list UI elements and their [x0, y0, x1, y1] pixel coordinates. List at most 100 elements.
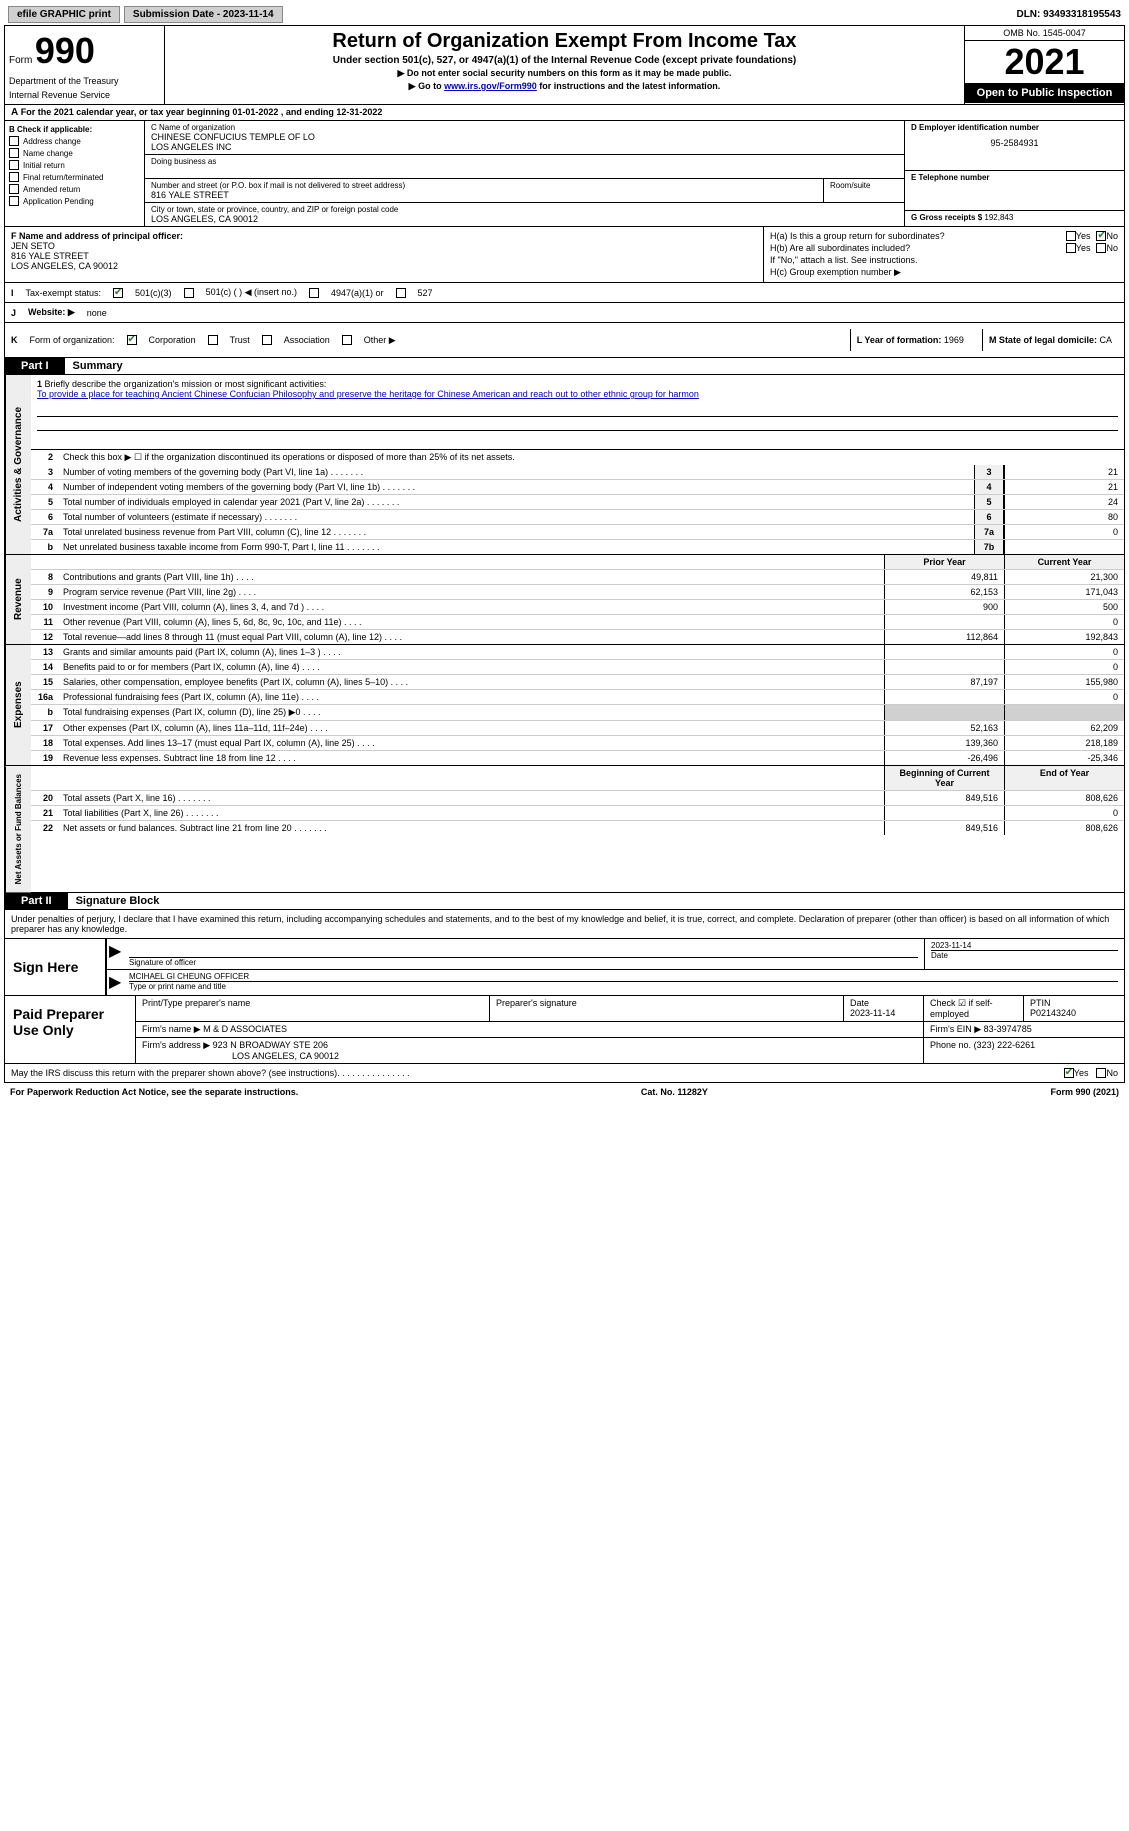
submission-date-button[interactable]: Submission Date - 2023-11-14 — [124, 6, 283, 23]
corp-check[interactable] — [127, 335, 137, 345]
city-label: City or town, state or province, country… — [151, 205, 898, 214]
prior-val — [884, 660, 1004, 674]
prior-val: 87,197 — [884, 675, 1004, 689]
501c-check[interactable] — [184, 288, 194, 298]
street-val: 816 YALE STREET — [151, 190, 817, 200]
b-check[interactable] — [9, 148, 19, 158]
room-label: Room/suite — [830, 181, 898, 190]
summary-val: 24 — [1004, 495, 1124, 509]
prior-val: -26,496 — [884, 751, 1004, 765]
b-check[interactable] — [9, 196, 19, 206]
city-val: LOS ANGELES, CA 90012 — [151, 214, 898, 224]
4947-check[interactable] — [309, 288, 319, 298]
irs-link[interactable]: www.irs.gov/Form990 — [444, 81, 537, 91]
state-domicile: CA — [1099, 335, 1112, 345]
sig-officer-label: Signature of officer — [129, 957, 918, 967]
g-val: 192,843 — [984, 213, 1013, 222]
section-b: B Check if applicable: Address changeNam… — [4, 121, 1125, 227]
527-check[interactable] — [396, 288, 406, 298]
curr-val: 192,843 — [1004, 630, 1124, 644]
inspection-label: Open to Public Inspection — [965, 83, 1124, 103]
trust-check[interactable] — [208, 335, 218, 345]
preparer-block: Paid Preparer Use Only Print/Type prepar… — [4, 996, 1125, 1064]
prep-name-label: Print/Type preparer's name — [142, 998, 483, 1008]
curr-val: 171,043 — [1004, 585, 1124, 599]
d-val: 95-2584931 — [911, 138, 1118, 148]
sig-date-val: 2023-11-14 — [931, 941, 1118, 950]
revenue-side: Revenue — [5, 555, 31, 644]
firm-label: Firm's name ▶ — [142, 1024, 201, 1034]
firm-addr1: 923 N BROADWAY STE 206 — [213, 1040, 328, 1050]
form-number: 990 — [35, 30, 95, 71]
curr-val: 808,626 — [1004, 821, 1124, 835]
end-year-hdr: End of Year — [1004, 766, 1124, 790]
omb-number: OMB No. 1545-0047 — [965, 26, 1124, 41]
revenue-section: Revenue Prior Year Current Year 8Contrib… — [4, 555, 1125, 645]
summary-val: 80 — [1004, 510, 1124, 524]
form-note1: ▶ Do not enter social security numbers o… — [173, 68, 956, 79]
sign-block: Sign Here ▶ Signature of officer 2023-11… — [4, 939, 1125, 996]
website-val: none — [87, 308, 107, 318]
ein-label: Firm's EIN ▶ — [930, 1024, 981, 1034]
ha-yes-check[interactable] — [1066, 231, 1076, 241]
discuss-no-check[interactable] — [1096, 1068, 1106, 1078]
prior-val: 849,516 — [884, 821, 1004, 835]
assoc-check[interactable] — [262, 335, 272, 345]
sig-name: MCIHAEL GI CHEUNG OFFICER — [129, 972, 1118, 981]
mission-text: To provide a place for teaching Ancient … — [37, 389, 699, 399]
b-check[interactable] — [9, 136, 19, 146]
beg-year-hdr: Beginning of Current Year — [884, 766, 1004, 790]
curr-val: 0 — [1004, 660, 1124, 674]
ha-no-check[interactable] — [1096, 231, 1106, 241]
prep-sig-label: Preparer's signature — [496, 998, 837, 1008]
curr-val: 500 — [1004, 600, 1124, 614]
tax-year: 2021 — [965, 41, 1124, 83]
curr-year-hdr: Current Year — [1004, 555, 1124, 569]
curr-val: 155,980 — [1004, 675, 1124, 689]
b-check[interactable] — [9, 160, 19, 170]
ptin-val: P02143240 — [1030, 1008, 1118, 1018]
summary-val: 21 — [1004, 480, 1124, 494]
prior-val — [884, 645, 1004, 659]
form-subtitle: Under section 501(c), 527, or 4947(a)(1)… — [173, 55, 956, 66]
b-label: B Check if applicable: — [9, 125, 140, 134]
row-k: K Form of organization: Corporation Trus… — [4, 323, 1125, 358]
prior-val: 139,360 — [884, 736, 1004, 750]
curr-val: 0 — [1004, 690, 1124, 704]
b-check[interactable] — [9, 184, 19, 194]
prior-val — [884, 806, 1004, 820]
irs-text: Internal Revenue Service — [9, 90, 160, 100]
sig-name-label: Type or print name and title — [129, 981, 1118, 991]
arrow-icon: ▶ — [107, 970, 123, 994]
row-i: I Tax-exempt status: 501(c)(3) 501(c) ( … — [4, 283, 1125, 303]
footer: For Paperwork Reduction Act Notice, see … — [4, 1083, 1125, 1101]
section-f: F Name and address of principal officer:… — [4, 227, 1125, 283]
netassets-section: Net Assets or Fund Balances Beginning of… — [4, 766, 1125, 893]
activities-side: Activities & Governance — [5, 375, 31, 554]
row-a: A For the 2021 calendar year, or tax yea… — [4, 105, 1125, 121]
hb-yes-check[interactable] — [1066, 243, 1076, 253]
curr-val: -25,346 — [1004, 751, 1124, 765]
expenses-section: Expenses 13Grants and similar amounts pa… — [4, 645, 1125, 766]
discuss-yes-check[interactable] — [1064, 1068, 1074, 1078]
form-word: Form — [9, 55, 32, 66]
firm-addr-label: Firm's address ▶ — [142, 1040, 210, 1050]
hb-no-check[interactable] — [1096, 243, 1106, 253]
curr-val: 0 — [1004, 615, 1124, 629]
efile-button[interactable]: efile GRAPHIC print — [8, 6, 120, 23]
activities-section: Activities & Governance 1 Briefly descri… — [4, 375, 1125, 555]
summary-val — [1004, 540, 1124, 554]
other-check[interactable] — [342, 335, 352, 345]
501c3-check[interactable] — [113, 288, 123, 298]
b-check[interactable] — [9, 172, 19, 182]
prior-val — [884, 615, 1004, 629]
prep-date-label: Date — [850, 998, 917, 1008]
part2-header: Part II Signature Block — [4, 893, 1125, 910]
arrow-icon: ▶ — [107, 939, 123, 969]
prior-val: 112,864 — [884, 630, 1004, 644]
sig-date-label: Date — [931, 950, 1118, 960]
f-addr2: LOS ANGELES, CA 90012 — [11, 261, 757, 271]
curr-val: 218,189 — [1004, 736, 1124, 750]
prior-val: 62,153 — [884, 585, 1004, 599]
prep-date-val: 2023-11-14 — [850, 1008, 917, 1018]
